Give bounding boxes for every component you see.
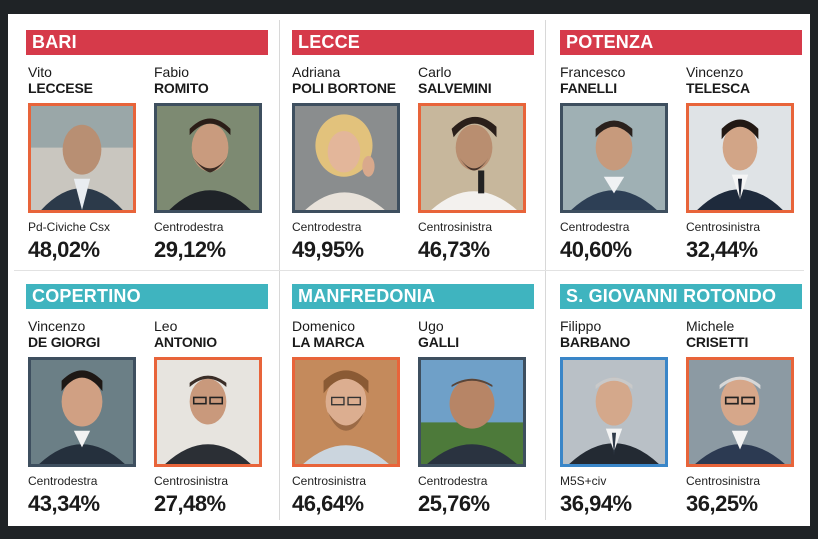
candidate-photo <box>154 103 262 213</box>
candidate-first-name: Francesco <box>560 64 626 80</box>
candidate-coalition: Centrodestra <box>560 220 630 234</box>
candidate-first-name: Leo <box>154 318 178 334</box>
candidate-percentage: 43,34% <box>28 491 100 516</box>
candidate-coalition: Centrosinistra <box>686 474 761 488</box>
candidate-last-name: GALLI <box>418 334 459 350</box>
candidate-photo <box>686 357 794 467</box>
candidate-card: Vito LECCESE Pd-Civiche Csx 48,02% <box>28 64 150 274</box>
candidate-first-name: Adriana <box>292 64 341 80</box>
city-panel-s-giovanni-rotondo: S. GIOVANNI ROTONDO Filippo BARBANO M5S+… <box>560 284 810 530</box>
candidate-photo <box>418 357 526 467</box>
candidate-percentage: 46,73% <box>418 237 490 262</box>
candidate-photo <box>28 103 136 213</box>
candidate-first-name: Domenico <box>292 318 356 334</box>
candidate-last-name: ROMITO <box>154 80 209 96</box>
candidate-last-name: BARBANO <box>560 334 631 350</box>
candidate-coalition: Centrodestra <box>292 220 362 234</box>
candidate-percentage: 36,25% <box>686 491 758 516</box>
candidate-first-name: Ugo <box>418 318 444 334</box>
candidate-first-name: Vito <box>28 64 52 80</box>
candidate-photo <box>560 357 668 467</box>
candidate-card: Fabio ROMITO Centrodestra 29,12% <box>154 64 276 274</box>
candidate-percentage: 25,76% <box>418 491 490 516</box>
candidate-last-name: CRISETTI <box>686 334 749 350</box>
candidate-last-name: FANELLI <box>560 80 617 96</box>
candidate-coalition: Pd-Civiche Csx <box>28 220 111 234</box>
city-banner: BARI <box>26 30 268 55</box>
candidate-coalition: Centrosinistra <box>292 474 367 488</box>
candidate-photo <box>292 357 400 467</box>
results-sheet: BARI Vito LECCESE Pd-Civiche Csx 48,02% … <box>8 14 810 526</box>
candidate-card: Filippo BARBANO M5S+civ 36,94% <box>560 318 682 528</box>
candidate-percentage: 32,44% <box>686 237 758 262</box>
candidate-card: Domenico LA MARCA Centrosinistra 46,64% <box>292 318 414 528</box>
city-banner: LECCE <box>292 30 534 55</box>
candidate-card: Vincenzo TELESCA Centrosinistra 32,44% <box>686 64 808 274</box>
candidate-last-name: LA MARCA <box>292 334 365 350</box>
candidate-last-name: ANTONIO <box>154 334 217 350</box>
candidate-percentage: 40,60% <box>560 237 632 262</box>
city-banner: POTENZA <box>560 30 802 55</box>
city-banner: S. GIOVANNI ROTONDO <box>560 284 802 309</box>
candidate-card: Michele CRISETTI Centrosinistra 36,25% <box>686 318 808 528</box>
candidate-photo <box>560 103 668 213</box>
city-panel-potenza: POTENZA Francesco FANELLI Centrodestra 4… <box>560 30 810 276</box>
candidate-card: Vincenzo DE GIORGI Centrodestra 43,34% <box>28 318 150 528</box>
candidate-photo <box>154 357 262 467</box>
candidate-first-name: Filippo <box>560 318 602 334</box>
candidate-first-name: Vincenzo <box>28 318 86 334</box>
candidate-coalition: Centrodestra <box>154 220 224 234</box>
candidate-card: Carlo SALVEMINI Centrosinistra 46,73% <box>418 64 540 274</box>
candidate-photo <box>292 103 400 213</box>
candidate-last-name: TELESCA <box>686 80 750 96</box>
candidate-coalition: Centrosinistra <box>686 220 761 234</box>
candidate-photo <box>418 103 526 213</box>
candidate-photo <box>28 357 136 467</box>
candidate-coalition: Centrodestra <box>418 474 488 488</box>
city-banner: COPERTINO <box>26 284 268 309</box>
candidate-card: Leo ANTONIO Centrosinistra 27,48% <box>154 318 276 528</box>
candidate-card: Ugo GALLI Centrodestra 25,76% <box>418 318 540 528</box>
city-panel-manfredonia: MANFREDONIA Domenico LA MARCA Centrosini… <box>292 284 542 530</box>
candidate-photo <box>686 103 794 213</box>
candidate-card: Francesco FANELLI Centrodestra 40,60% <box>560 64 682 274</box>
candidate-percentage: 49,95% <box>292 237 364 262</box>
candidate-first-name: Carlo <box>418 64 452 80</box>
candidate-percentage: 46,64% <box>292 491 364 516</box>
candidate-last-name: SALVEMINI <box>418 80 492 96</box>
city-banner: MANFREDONIA <box>292 284 534 309</box>
candidate-first-name: Fabio <box>154 64 190 80</box>
candidate-percentage: 36,94% <box>560 491 632 516</box>
city-panel-bari: BARI Vito LECCESE Pd-Civiche Csx 48,02% … <box>26 30 276 276</box>
row-divider <box>14 270 804 271</box>
candidate-coalition: Centrosinistra <box>418 220 493 234</box>
candidate-last-name: LECCESE <box>28 80 93 96</box>
candidate-first-name: Michele <box>686 318 735 334</box>
candidate-coalition: Centrodestra <box>28 474 98 488</box>
candidate-percentage: 27,48% <box>154 491 226 516</box>
candidate-card: Adriana POLI BORTONE Centrodestra 49,95% <box>292 64 414 274</box>
city-panel-copertino: COPERTINO Vincenzo DE GIORGI Centrodestr… <box>26 284 276 530</box>
candidate-last-name: POLI BORTONE <box>292 80 396 96</box>
candidate-coalition: M5S+civ <box>560 474 607 488</box>
city-panel-lecce: LECCE Adriana POLI BORTONE Centrodestra … <box>292 30 542 276</box>
candidate-first-name: Vincenzo <box>686 64 744 80</box>
candidate-percentage: 29,12% <box>154 237 226 262</box>
candidate-percentage: 48,02% <box>28 237 100 262</box>
candidate-last-name: DE GIORGI <box>28 334 101 350</box>
candidate-coalition: Centrosinistra <box>154 474 229 488</box>
